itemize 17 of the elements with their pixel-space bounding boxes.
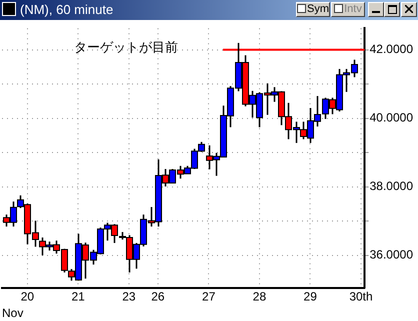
y-tick-label: 40.0000 bbox=[370, 110, 414, 125]
x-tick-label: 29 bbox=[304, 290, 318, 304]
text: Sym bbox=[307, 3, 329, 15]
y-tick-label: 38.0000 bbox=[370, 179, 414, 194]
x-axis-title: Nov bbox=[2, 306, 24, 320]
x-tick-label: 26 bbox=[151, 290, 165, 304]
chart-title: (NM), 60 minute bbox=[20, 1, 114, 19]
x-tick-label: 20 bbox=[20, 290, 34, 304]
x-tick-label: 23 bbox=[122, 290, 136, 304]
x-tick-label: 21 bbox=[71, 290, 86, 304]
y-tick-label: 36.0000 bbox=[370, 248, 414, 262]
text: Intv bbox=[344, 3, 362, 15]
y-tick-label: 42.0000 bbox=[370, 42, 414, 56]
x-tick-label: 30th bbox=[349, 290, 373, 304]
annotation: ターゲットが目前 bbox=[74, 40, 178, 56]
x-tick-label: 28 bbox=[252, 290, 266, 304]
x-tick-label: 27 bbox=[202, 290, 216, 304]
